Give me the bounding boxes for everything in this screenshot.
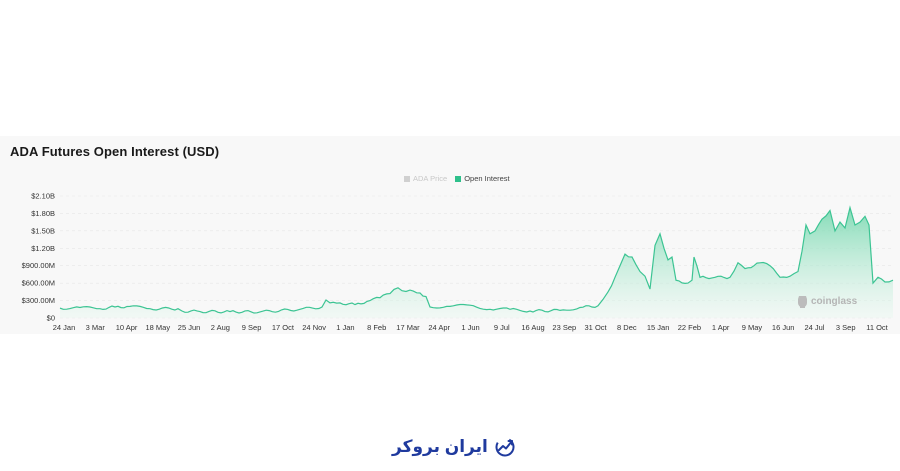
x-tick-label: 16 Jun	[772, 323, 795, 332]
legend-item-ada-price[interactable]: ADA Price	[404, 174, 447, 183]
legend-label-ada-price: ADA Price	[413, 174, 448, 183]
open-interest-chart[interactable]: $0 $300.00M $600.00M $900.00M $1.20B $1.50B $1…	[0, 136, 900, 334]
x-tick-label: 11 Oct	[866, 323, 888, 332]
chart-panel: ADA Futures Open Interest (USD) ADA Pric…	[0, 136, 900, 334]
open-interest-line	[59, 205, 894, 314]
x-tick-label: 8 Feb	[367, 323, 386, 332]
y-tick-label: $600.00M	[22, 279, 55, 288]
x-tick-label: 24 Jul	[804, 323, 824, 332]
legend-label-open-interest: Open Interest	[464, 174, 510, 183]
brand-label: ایران بروکر	[392, 437, 488, 456]
open-interest-area	[60, 207, 893, 318]
x-tick-label: 9 Jul	[494, 323, 510, 332]
x-tick-label: 3 Mar	[86, 323, 106, 332]
x-tick-label: 9 Sep	[242, 323, 262, 332]
legend-swatch-open-interest	[455, 175, 462, 182]
x-tick-label: 17 Mar	[396, 323, 420, 332]
x-tick-label: 24 Jan	[53, 323, 76, 332]
y-tick-label: $1.50B	[31, 226, 55, 235]
chart-trend-icon	[495, 437, 515, 457]
x-tick-label: 1 Jan	[336, 323, 354, 332]
x-tick-label: 23 Sep	[552, 323, 576, 332]
y-tick-label: $0	[47, 314, 55, 323]
x-tick-label: 24 Apr	[428, 323, 450, 332]
x-tick-label: 31 Oct	[585, 323, 608, 332]
legend-swatch-ada-price	[404, 175, 410, 182]
x-tick-label: 2 Aug	[211, 323, 230, 332]
x-tick-label: 10 Apr	[116, 323, 138, 332]
legend-item-open-interest[interactable]: Open Interest	[455, 174, 510, 183]
y-tick-label: $2.10B	[31, 192, 55, 201]
watermark-label: coinglass	[811, 296, 858, 307]
x-tick-label: 22 Feb	[678, 323, 701, 332]
iranbroker-brand: ایران بروکر	[392, 436, 516, 458]
x-tick-label: 1 Jun	[461, 323, 479, 332]
x-tick-label: 3 Sep	[836, 323, 856, 332]
y-tick-label: $900.00M	[22, 261, 55, 270]
y-tick-label: $300.00M	[22, 296, 55, 305]
y-tick-label: $1.80B	[31, 209, 55, 218]
x-tick-label: 9 May	[742, 323, 763, 332]
x-tick-label: 24 Nov	[302, 323, 326, 332]
chart-legend: ADA Price Open Interest	[404, 174, 510, 183]
coinglass-watermark: coinglass	[797, 295, 857, 308]
x-tick-label: 17 Oct	[272, 323, 295, 332]
coinglass-logo-icon	[798, 296, 807, 308]
x-tick-label: 1 Apr	[712, 323, 730, 332]
y-axis: $0 $300.00M $600.00M $900.00M $1.20B $1.50B $1…	[22, 192, 55, 323]
x-axis: 24 Jan 3 Mar 10 Apr 18 May 25 Jun 2 Aug 9 Sep 1…	[53, 323, 889, 332]
y-tick-label: $1.20B	[31, 244, 55, 253]
x-tick-label: 16 Aug	[521, 323, 544, 332]
x-tick-label: 18 May	[146, 323, 171, 332]
x-tick-label: 8 Dec	[617, 323, 637, 332]
x-tick-label: 15 Jan	[647, 323, 670, 332]
chart-title: ADA Futures Open Interest (USD)	[10, 144, 220, 159]
x-tick-label: 25 Jun	[178, 323, 201, 332]
